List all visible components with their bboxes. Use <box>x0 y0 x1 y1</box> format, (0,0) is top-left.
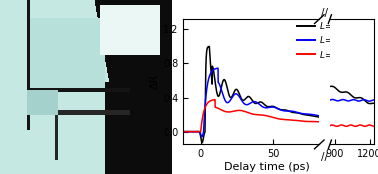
Text: //: // <box>321 152 328 162</box>
Legend: $L$=10.6 nm, $L$=35 nm, $L$=54 nm: $L$=10.6 nm, $L$=35 nm, $L$=54 nm <box>293 17 374 63</box>
Text: Delay time (ps): Delay time (ps) <box>225 162 310 172</box>
Y-axis label: ΔR: ΔR <box>150 74 160 89</box>
Text: //: // <box>321 8 328 18</box>
